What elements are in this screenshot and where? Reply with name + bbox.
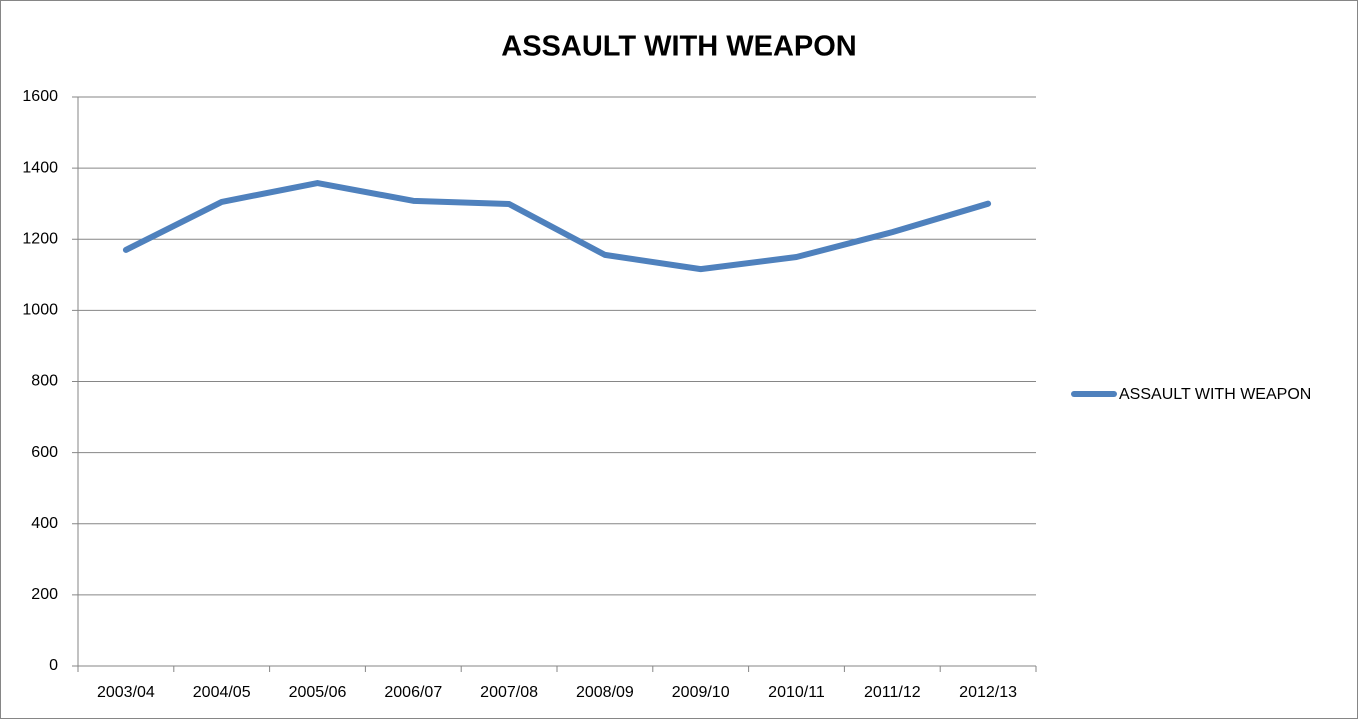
x-tick-label: 2010/11 — [768, 684, 825, 701]
y-tick-label: 200 — [31, 586, 58, 603]
y-tick-label: 1200 — [22, 230, 58, 247]
x-tick-label: 2003/04 — [97, 684, 155, 701]
x-tick-label: 2006/07 — [384, 684, 442, 701]
legend-label: ASSAULT WITH WEAPON — [1119, 386, 1311, 403]
y-tick-label: 800 — [31, 373, 58, 390]
x-tick-label: 2008/09 — [576, 684, 634, 701]
x-tick-label: 2005/06 — [289, 684, 347, 701]
y-tick-label: 600 — [31, 444, 58, 461]
x-tick-label: 2012/13 — [959, 684, 1017, 701]
x-tick-label: 2011/12 — [864, 684, 921, 701]
x-tick-label: 2007/08 — [480, 684, 538, 701]
y-tick-label: 1400 — [22, 159, 58, 176]
y-tick-label: 400 — [31, 515, 58, 532]
y-tick-label: 1600 — [22, 88, 58, 105]
x-tick-label: 2004/05 — [193, 684, 251, 701]
y-tick-label: 1000 — [22, 302, 58, 319]
data-line — [122, 180, 992, 273]
y-tick-label: 0 — [49, 657, 58, 674]
x-tick-label: 2009/10 — [672, 684, 730, 701]
chart-title: ASSAULT WITH WEAPON — [501, 31, 857, 63]
